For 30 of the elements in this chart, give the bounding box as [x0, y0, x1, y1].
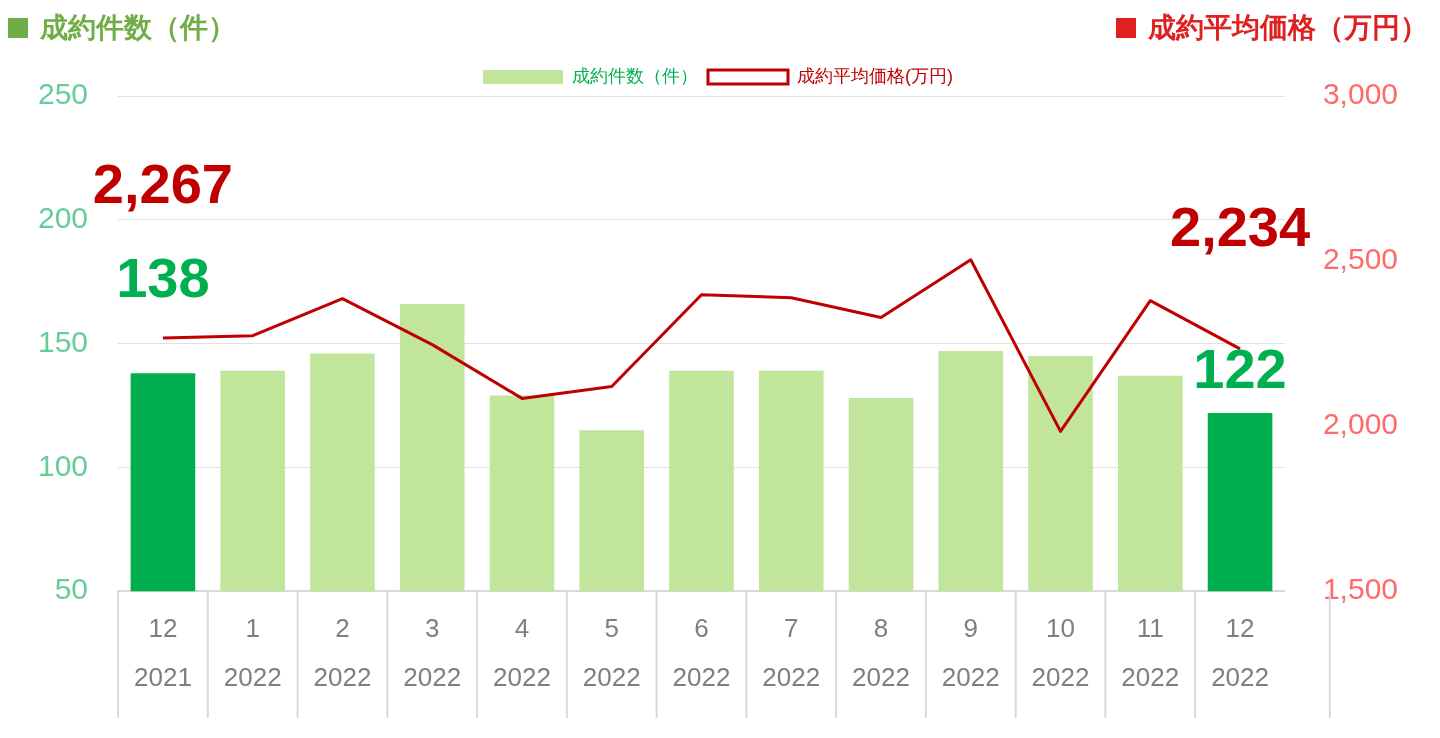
x-tick-label: 12 2021	[134, 613, 192, 693]
y-axis-title: 成約件数（件）	[40, 11, 236, 45]
x-tick-label: 9 2022	[941, 613, 1000, 693]
x-tick-label: 1 2022	[223, 613, 282, 693]
legend-label: 成約平均価格(万円)	[797, 65, 954, 86]
y2-tick-label: 3,000	[1322, 77, 1398, 111]
data-label: 122	[1193, 337, 1287, 401]
x-tick-label: 2 2022	[313, 613, 372, 693]
y2-tick-label: 2,000	[1322, 407, 1398, 441]
y-tick-label: 250	[37, 77, 89, 111]
x-tick-label: 10 2022	[1031, 613, 1090, 693]
x-tick-label: 7 2022	[762, 613, 821, 693]
x-tick-label: 11 2022	[1121, 613, 1180, 693]
y-tick-label: 50	[54, 572, 89, 606]
y2-tick-label: 1,500	[1322, 572, 1398, 606]
y-tick-label: 100	[37, 448, 89, 482]
y-tick-label: 200	[37, 201, 89, 235]
x-tick-label: 4 2022	[493, 613, 551, 693]
data-label: 138	[116, 245, 210, 309]
y-tick-label: 150	[37, 324, 89, 358]
x-tick-label: 5 2022	[582, 613, 641, 693]
y2-axis-title: 成約平均価格（万円）	[1148, 11, 1428, 45]
y2-tick-label: 2,500	[1322, 242, 1398, 276]
x-tick-label: 12 2022	[1211, 613, 1269, 693]
x-tick-label: 8 2022	[852, 613, 910, 693]
data-label: 2,234	[1169, 195, 1311, 259]
x-tick-label: 6 2022	[672, 613, 731, 693]
x-tick-label: 3 2022	[403, 613, 462, 693]
legend-label: 成約件数（件）	[572, 65, 699, 86]
data-label: 2,267	[92, 152, 233, 216]
